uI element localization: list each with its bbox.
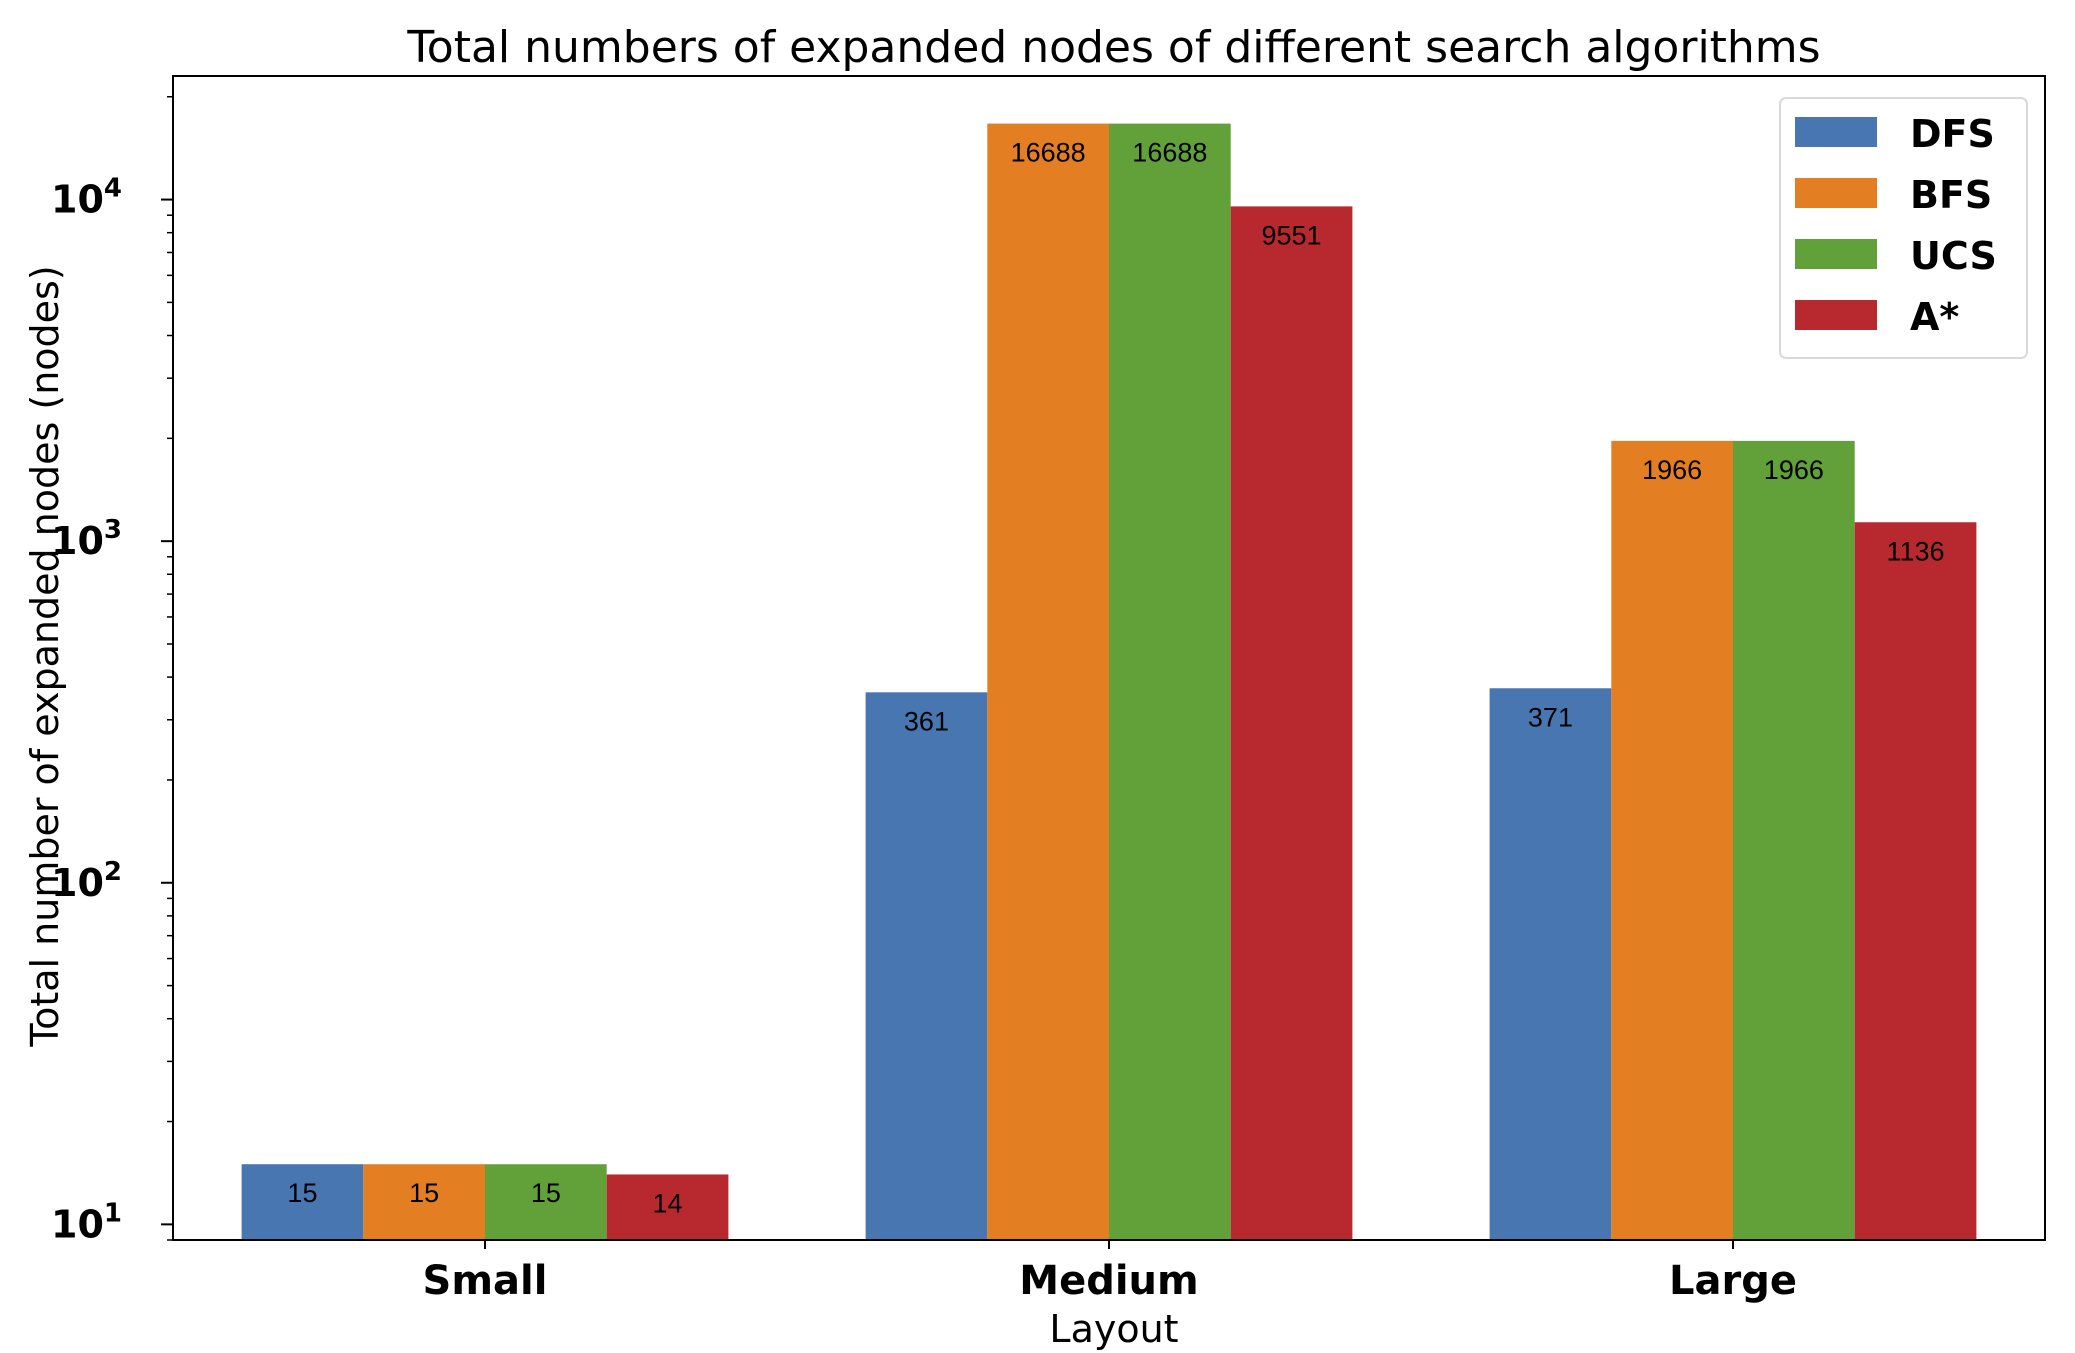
- bar: [241, 1164, 364, 1240]
- legend-box: [1779, 97, 2028, 359]
- legend-swatch: [1795, 239, 1877, 269]
- bar-value-label: 1136: [1887, 536, 1945, 566]
- bar-labels-group: 15 15 15 14 361 16688 16688 9551 371 1966 1966 1136: [287, 138, 1944, 1219]
- bar-value-label: 15: [409, 1178, 439, 1208]
- x-axis-ticks: Small Medium Large: [423, 1240, 1797, 1304]
- legend-label: UCS: [1910, 234, 1997, 278]
- x-axis-label: Layout: [1049, 1307, 1178, 1351]
- y-axis-label: Total number of expanded nodes (nodes): [23, 265, 67, 1047]
- bar-value-label: 15: [531, 1178, 561, 1208]
- y-tick-label: 103: [51, 515, 122, 563]
- legend-swatch: [1795, 117, 1877, 147]
- bar: [606, 1174, 729, 1240]
- bar: [1611, 440, 1733, 1241]
- bar: [1733, 440, 1855, 1241]
- bar-value-label: 371: [1528, 702, 1573, 732]
- bar-value-label: 16688: [1132, 138, 1207, 168]
- bar: [363, 1164, 485, 1240]
- bar-value-label: 14: [653, 1188, 683, 1218]
- legend-swatch: [1795, 300, 1877, 330]
- legend-label: BFS: [1910, 173, 1992, 217]
- chart-title: Total numbers of expanded nodes of diffe…: [406, 22, 1820, 73]
- bar-value-label: 9551: [1262, 220, 1322, 250]
- bar-value-label: 16688: [1011, 138, 1086, 168]
- legend: DFS BFS UCS A*: [1779, 97, 2028, 359]
- y-tick-label: 101: [51, 1198, 122, 1246]
- bars-group: [241, 123, 1977, 1241]
- legend-label: A*: [1910, 295, 1959, 339]
- legend-label: DFS: [1910, 112, 1995, 156]
- x-tick-label: Large: [1669, 1258, 1797, 1304]
- y-tick-label: 104: [51, 174, 122, 222]
- bar-value-label: 1966: [1764, 455, 1824, 485]
- y-tick-label: 102: [51, 857, 122, 905]
- x-tick-label: Small: [423, 1258, 548, 1304]
- bar: [1854, 522, 1977, 1240]
- bar-value-label: 361: [904, 706, 949, 736]
- bar: [1230, 206, 1353, 1241]
- bar-value-label: 1966: [1642, 455, 1702, 485]
- y-axis-ticks: 101 102 103 104: [51, 95, 173, 1246]
- bar: [987, 123, 1109, 1241]
- x-tick-label: Medium: [1019, 1258, 1198, 1304]
- plot-frame: [172, 75, 2046, 1241]
- bar: [485, 1164, 607, 1240]
- bar: [1109, 123, 1231, 1241]
- bar: [865, 692, 988, 1240]
- legend-swatch: [1795, 178, 1877, 208]
- bar: [1489, 688, 1612, 1240]
- bar-value-label: 15: [287, 1178, 317, 1208]
